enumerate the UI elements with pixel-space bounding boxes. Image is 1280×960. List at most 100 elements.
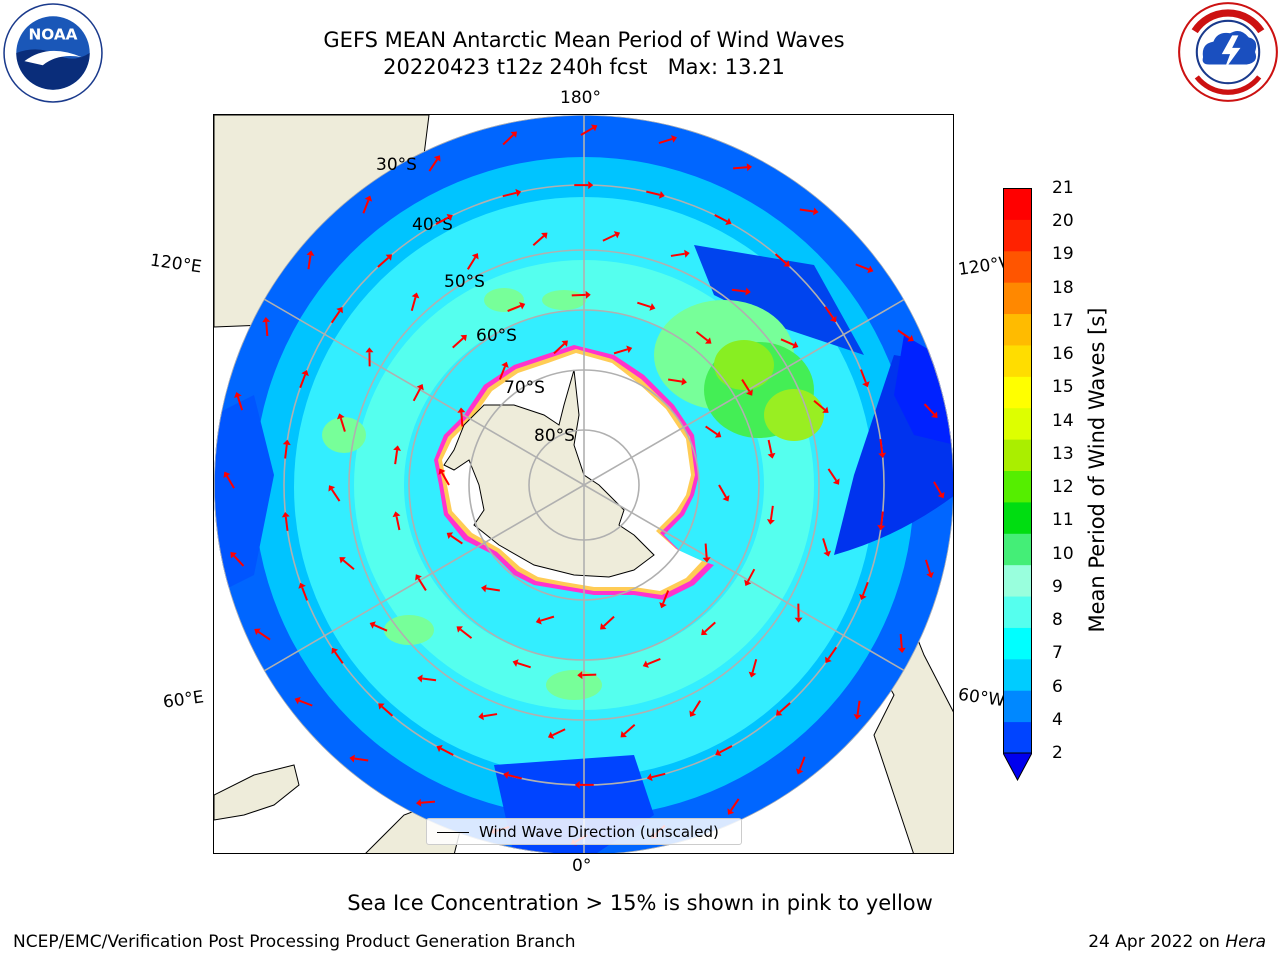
colorbar-tick-label: 6	[1052, 676, 1063, 697]
wave-direction-arrowhead	[328, 485, 336, 492]
map-legend: Wind Wave Direction (unscaled)	[426, 818, 742, 845]
run-date-text: 24 Apr 2022 on	[1088, 932, 1226, 952]
wave-direction-arrow	[718, 484, 727, 498]
wave-direction-arrowhead	[433, 155, 441, 162]
colorbar-tick-label: 16	[1052, 344, 1074, 365]
wave-direction-arrowhead	[535, 616, 542, 625]
wave-direction-arrow	[859, 369, 867, 383]
wave-direction-arrowhead	[512, 659, 519, 667]
nws-logo	[1178, 2, 1278, 102]
wave-direction-arrow	[354, 757, 369, 762]
wave-direction-arrow	[827, 646, 838, 660]
wave-direction-arrow	[924, 559, 932, 574]
wave-direction-arrow	[301, 587, 309, 601]
wave-direction-arrowhead	[878, 452, 887, 459]
wave-direction-arrow	[459, 628, 473, 639]
wave-direction-arrowhead	[822, 406, 829, 413]
wave-direction-arrowhead	[715, 748, 722, 757]
wave-direction-arrow	[647, 658, 661, 666]
wave-direction-arrow	[412, 387, 422, 402]
wave-direction-arrow	[330, 488, 341, 502]
lat-label-30s: 30°S	[376, 155, 417, 175]
wave-direction-arrowhead	[795, 768, 804, 775]
colorbar-tick-label: 19	[1052, 244, 1074, 265]
wave-direction-arrowhead	[436, 745, 443, 753]
wave-direction-arrow	[646, 190, 661, 196]
wave-direction-arrowhead	[727, 808, 735, 815]
wave-direction-arrow	[603, 615, 615, 627]
wave-direction-arrowhead	[392, 511, 401, 518]
wave-direction-arrowhead	[646, 773, 653, 782]
wave-direction-arrow	[741, 379, 751, 392]
graticule	[214, 115, 953, 853]
wave-direction-arrowhead	[907, 334, 914, 342]
colorbar-segment	[1003, 627, 1032, 660]
wave-direction-arrow	[265, 321, 269, 337]
wave-direction-arrowhead	[460, 334, 467, 342]
colorbar-tick-label: 12	[1052, 477, 1074, 498]
wave-direction-arrow	[897, 329, 911, 340]
wave-direction-arrowhead	[501, 361, 509, 368]
wave-direction-arrow	[731, 288, 746, 293]
colorbar-tick-label: 15	[1052, 377, 1074, 398]
wave-direction-arrow	[441, 472, 450, 486]
wave-direction-arrowhead	[503, 771, 510, 780]
lat-label-80s: 80°S	[534, 426, 575, 446]
chart-title: GEFS MEAN Antarctic Mean Period of Wind …	[323, 28, 845, 52]
wave-direction-arrowhead	[510, 131, 517, 138]
wave-direction-arrowhead	[416, 384, 424, 391]
wave-direction-arrowhead	[378, 703, 385, 710]
wave-direction-arrow	[417, 578, 427, 591]
wave-direction-arrow	[746, 568, 756, 583]
wave-direction-arrowhead	[306, 250, 315, 256]
colorbar-tick-label: 20	[1052, 211, 1074, 232]
wave-direction-arrow	[767, 439, 773, 454]
wave-direction-arrowhead	[282, 439, 291, 446]
wave-direction-arrow	[502, 134, 515, 146]
wave-direction-arrow	[769, 505, 774, 520]
wave-direction-arrowhead	[547, 731, 555, 739]
wave-direction-arrow	[330, 310, 341, 324]
wave-direction-arrowhead	[446, 213, 453, 222]
wave-direction-arrowhead	[829, 315, 837, 323]
colorbar-segment	[1003, 439, 1032, 471]
wave-direction-arrow	[813, 399, 826, 411]
latitude-labels: 30°S 40°S 50°S 60°S 70°S 80°S	[376, 155, 575, 446]
wave-direction-arrowhead	[862, 381, 870, 388]
wave-direction-arrowhead	[659, 602, 667, 609]
wave-direction-arrow	[381, 705, 394, 717]
wave-direction-arrow	[507, 774, 522, 780]
lon-label-180: 180°	[560, 88, 601, 108]
wave-direction-arrowhead	[714, 431, 722, 438]
wave-direction-arrow	[651, 772, 666, 779]
wave-direction-arrowhead	[744, 579, 752, 586]
wave-direction-arrowhead	[561, 340, 568, 347]
wave-direction-arrow	[751, 658, 758, 674]
wave-direction-arrow	[507, 304, 521, 312]
wave-direction-arrow	[774, 253, 787, 265]
wave-direction-arrow	[799, 208, 814, 213]
wave-direction-arrow	[395, 516, 401, 531]
colorbar-segment	[1003, 407, 1032, 440]
wave-direction-arrow	[704, 621, 716, 633]
wave-direction-arrowhead	[684, 249, 690, 258]
wave-direction-arrowhead	[393, 445, 402, 451]
colorbar	[1003, 188, 1032, 781]
wave-direction-arrowhead	[254, 628, 261, 636]
wave-direction-arrow	[827, 468, 838, 482]
wave-direction-arrowhead	[937, 491, 945, 499]
wave-direction-arrowhead	[234, 392, 242, 398]
wave-direction-arrow	[602, 233, 616, 242]
wave-direction-arrow	[662, 590, 670, 604]
wave-direction-arrowhead	[748, 671, 757, 678]
wave-direction-arrowhead	[478, 712, 484, 721]
colorbar-segment	[1003, 690, 1032, 723]
wave-direction-arrow	[668, 378, 683, 383]
wave-direction-arrowhead	[349, 754, 355, 763]
lat-label-70s: 70°S	[504, 378, 545, 398]
lon-label-120e: 120°E	[148, 250, 203, 278]
wave-direction-arrow	[299, 374, 307, 389]
wave-direction-arrow	[485, 587, 500, 592]
colorbar-tick-label: 14	[1052, 410, 1074, 431]
lat-label-60s: 60°S	[476, 326, 517, 346]
